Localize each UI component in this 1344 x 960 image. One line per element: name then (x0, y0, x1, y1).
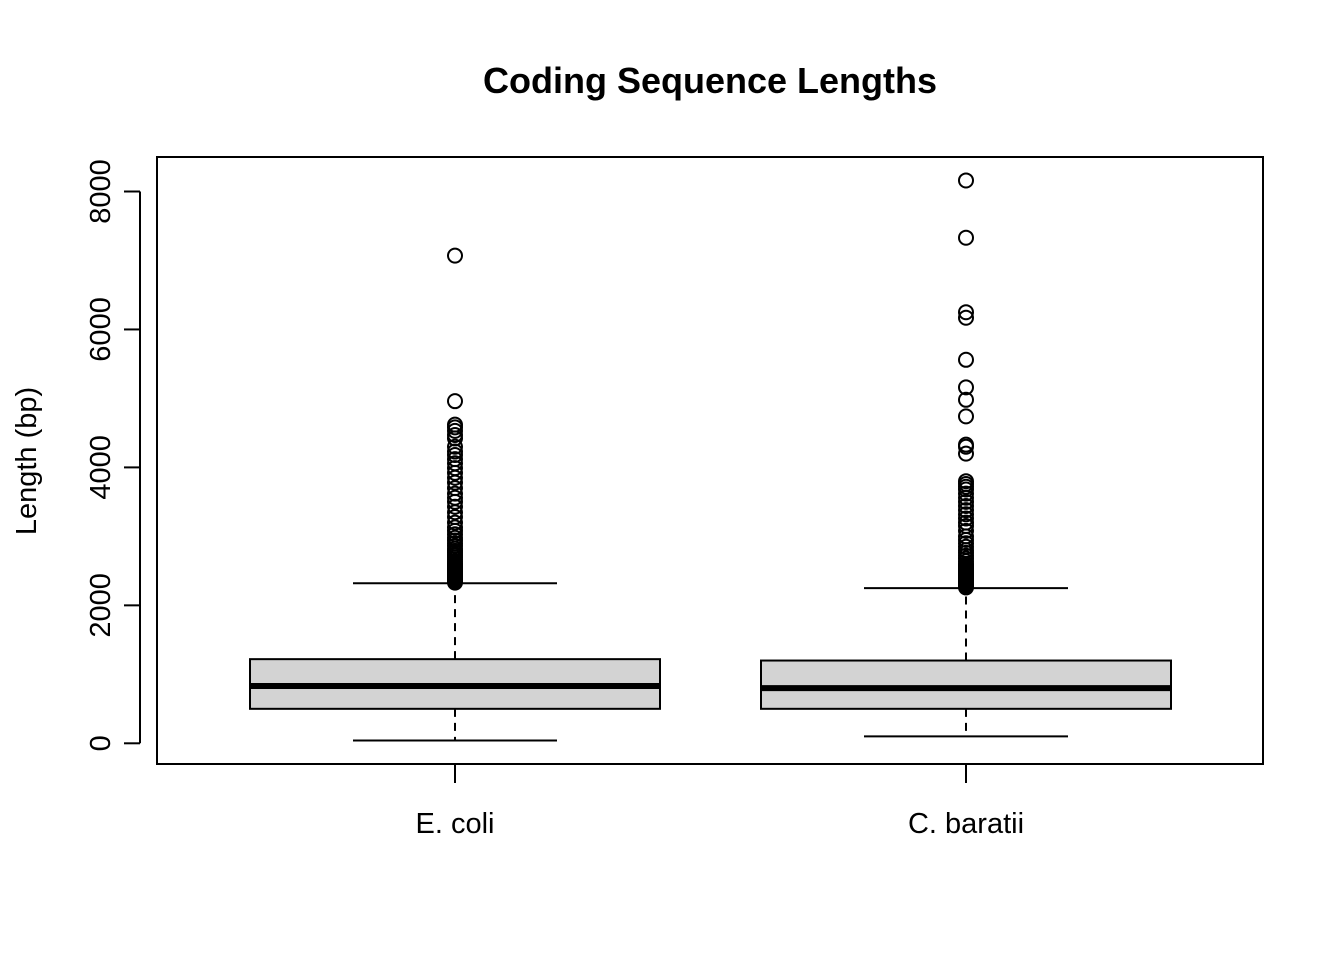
x-tick-label: E. coli (416, 808, 495, 840)
y-tick-label: 6000 (85, 297, 117, 362)
outlier-point (447, 514, 463, 531)
box-group (760, 172, 1172, 738)
y-axis: 0 2000 4000 6000 8000 (85, 159, 141, 751)
outlier-point (447, 247, 463, 264)
y-tick-label: 2000 (85, 573, 117, 638)
outlier-point (958, 304, 974, 321)
y-tick-label: 0 (85, 735, 117, 751)
y-tick-label: 8000 (85, 159, 117, 224)
outlier-point (958, 493, 974, 510)
outlier-point (958, 445, 974, 462)
outlier-point (447, 426, 463, 443)
outlier-point (958, 510, 974, 527)
outlier-point (958, 485, 974, 502)
outlier-point (958, 309, 974, 326)
outlier-point (958, 436, 974, 453)
iqr-box (760, 659, 1172, 710)
outlier-point (958, 498, 974, 515)
box-group (249, 247, 661, 742)
outlier-point (958, 229, 974, 246)
outlier-point (447, 489, 463, 506)
outlier-point (958, 473, 974, 490)
boxes-layer (249, 172, 1172, 742)
outlier-point (958, 172, 974, 189)
outlier-point (958, 408, 974, 425)
chart-title: Coding Sequence Lengths (483, 60, 937, 101)
y-tick-label: 4000 (85, 435, 117, 500)
outlier-point (958, 522, 974, 539)
outlier-point (447, 485, 463, 502)
outlier-point (447, 480, 463, 497)
outlier-point (958, 351, 974, 368)
plot-frame (156, 156, 1264, 765)
outlier-point (958, 379, 974, 396)
outlier-point (958, 506, 974, 523)
outlier-point (447, 509, 463, 526)
outlier-point (447, 416, 463, 433)
outlier-point (958, 514, 974, 531)
outlier-point (958, 391, 974, 408)
outlier-point (958, 502, 974, 519)
y-axis-label: Length (bp) (11, 387, 43, 535)
outlier-point (447, 519, 463, 536)
x-axis: E. coli C. baratii (416, 764, 1024, 840)
outlier-point (447, 455, 463, 472)
x-tick-label: C. baratii (908, 808, 1024, 840)
outlier-point (447, 451, 463, 468)
outlier-point (447, 438, 463, 455)
outlier-point (447, 393, 463, 410)
